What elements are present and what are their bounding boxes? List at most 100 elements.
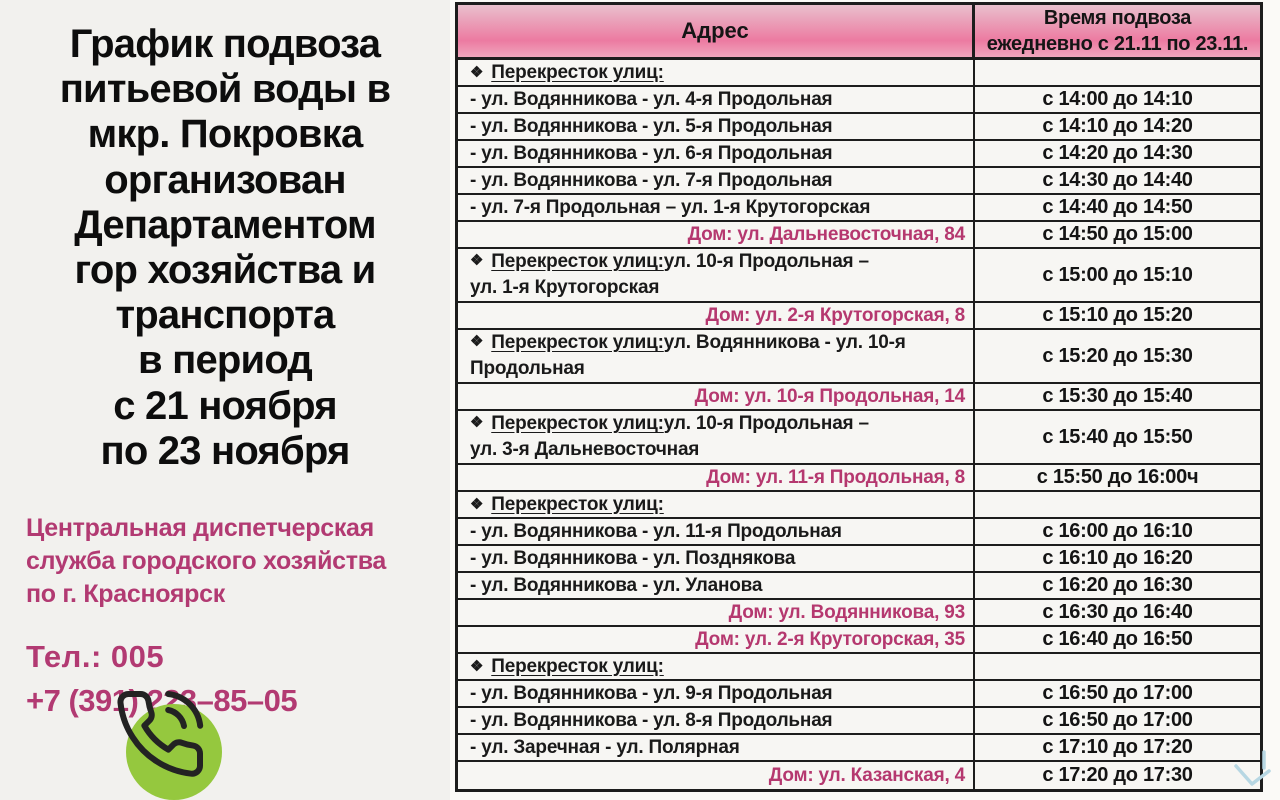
address-cell-street: - ул. Водянникова - ул. 11-я Продольная xyxy=(458,519,975,544)
table-row: Дом: ул. 2-я Крутогорская, 8 с 15:10 до 1… xyxy=(458,303,1260,330)
intersection-label: Перекресток улиц: xyxy=(491,655,664,677)
time-cell: с 14:30 до 14:40 xyxy=(1042,169,1193,191)
diamond-bullet-icon: ❖ xyxy=(470,252,484,270)
address-cell-house: Дом: ул. 2-я Крутогорская, 35 xyxy=(458,627,975,652)
time-cell: с 16:50 до 17:00 xyxy=(1042,709,1193,731)
address-cell-street: - ул. Водянникова - ул. 8-я Продольная xyxy=(458,708,975,733)
time-cell xyxy=(975,654,1260,679)
address-cell-house: Дом: ул. Дальневосточная, 84 xyxy=(458,222,975,247)
intersection-streets: ул. 10-я Продольная – xyxy=(663,251,869,273)
table-row: - ул. Водянникова - ул. 9-я Продольная с … xyxy=(458,681,1260,708)
schedule-table-body: ❖ Перекресток улиц: - ул. Водянникова - ул… xyxy=(458,60,1260,789)
intersection-streets: ул. Водянникова - ул. 10-я xyxy=(663,332,906,354)
address-cell-street: - ул. Заречная - ул. Полярная xyxy=(458,735,975,760)
time-cell: с 14:00 до 14:10 xyxy=(1042,88,1193,110)
address-cell-intersection-header: ❖ Перекресток улиц: xyxy=(458,60,975,85)
table-row: ❖ Перекресток улиц: ул. 10-я Продольная –… xyxy=(458,249,1260,303)
address-cell-street: - ул. Водянникова - ул. 4-я Продольная xyxy=(458,87,975,112)
diamond-bullet-icon: ❖ xyxy=(470,657,484,675)
address-cell-house: Дом: ул. 11-я Продольная, 8 xyxy=(458,465,975,490)
table-row: - ул. Водянникова - ул. 8-я Продольная с … xyxy=(458,708,1260,735)
phone-call-icon xyxy=(117,691,204,777)
intersection-label: Перекресток улиц: xyxy=(491,332,664,354)
table-row: ❖ Перекресток улиц: xyxy=(458,60,1260,87)
time-cell xyxy=(975,60,1260,85)
time-cell: с 14:50 до 15:00 xyxy=(1042,223,1193,245)
time-cell: с 14:10 до 14:20 xyxy=(1042,115,1193,137)
table-row: - ул. Водянникова - ул. 4-я Продольная с … xyxy=(458,87,1260,114)
intersection-streets-line2: ул. 3-я Дальневосточная xyxy=(470,439,700,460)
table-row: ❖ Перекресток улиц: xyxy=(458,492,1260,519)
address-cell-house: Дом: ул. Казанская, 4 xyxy=(458,762,975,789)
address-cell-intersection-header: ❖ Перекресток улиц: xyxy=(458,654,975,679)
diamond-bullet-icon: ❖ xyxy=(470,495,484,513)
table-row: Дом: ул. 2-я Крутогорская, 35 с 16:40 до … xyxy=(458,627,1260,654)
diamond-bullet-icon: ❖ xyxy=(470,414,484,432)
table-row: - ул. Водянникова - ул. 11-я Продольная с… xyxy=(458,519,1260,546)
table-row: - ул. Водянникова - ул. 5-я Продольная с … xyxy=(458,114,1260,141)
address-cell-street: - ул. 7-я Продольная – ул. 1-я Крутогорс… xyxy=(458,195,975,220)
table-row: Дом: ул. Водянникова, 93 с 16:30 до 16:40 xyxy=(458,600,1260,627)
diamond-bullet-icon: ❖ xyxy=(470,63,484,81)
time-cell: с 15:00 до 15:10 xyxy=(1042,263,1193,286)
time-cell: с 14:40 до 14:50 xyxy=(1042,196,1193,218)
address-cell-house: Дом: ул. 2-я Крутогорская, 8 xyxy=(458,303,975,328)
intersection-streets-line2: ул. 1-я Крутогорская xyxy=(470,277,660,298)
chevron-down-arrow-icon xyxy=(1234,750,1271,786)
time-cell: с 15:30 до 15:40 xyxy=(1042,385,1193,407)
table-row: Дом: ул. 11-я Продольная, 8 с 15:50 до 16… xyxy=(458,465,1260,492)
dispatch-service-text: Центральная диспетчерская служба городск… xyxy=(26,513,387,608)
intersection-label: Перекресток улиц: xyxy=(491,493,664,515)
address-cell-intersection-header: ❖ Перекресток улиц: xyxy=(458,492,975,517)
table-row: ❖ Перекресток улиц: xyxy=(458,654,1260,681)
time-cell: с 15:20 до 15:30 xyxy=(1042,344,1193,367)
time-cell: с 17:20 до 17:30 xyxy=(1042,764,1193,786)
table-row: - ул. Заречная - ул. Полярная с 17:10 до … xyxy=(458,735,1260,762)
address-cell-street: - ул. Водянникова - ул. Уланова xyxy=(458,573,975,598)
table-header-row: Адрес Время подвоза ежедневно с 21.11 по… xyxy=(458,5,1260,60)
address-cell-street: - ул. Водянникова - ул. 7-я Продольная xyxy=(458,168,975,193)
table-header-time: Время подвоза ежедневно с 21.11 по 23.11… xyxy=(986,7,1249,55)
intersection-label: Перекресток улиц: xyxy=(491,61,664,83)
diamond-bullet-icon: ❖ xyxy=(470,333,484,351)
time-cell: с 16:30 до 16:40 xyxy=(1042,601,1193,623)
address-cell-house: Дом: ул. Водянникова, 93 xyxy=(458,600,975,625)
address-cell-intersection-header: ❖ Перекресток улиц: ул. 10-я Продольная –… xyxy=(458,249,975,301)
left-info-panel: График подвоза питьевой воды в мкр. Покр… xyxy=(0,0,450,800)
time-cell: с 16:50 до 17:00 xyxy=(1042,682,1193,704)
time-cell: с 16:20 до 16:30 xyxy=(1042,574,1193,596)
address-cell-street: - ул. Водянникова - ул. Позднякова xyxy=(458,546,975,571)
address-cell-street: - ул. Водянникова - ул. 9-я Продольная xyxy=(458,681,975,706)
poster-title: График подвоза питьевой воды в мкр. Покр… xyxy=(59,22,391,473)
address-cell-intersection-header: ❖ Перекресток улиц: ул. Водянникова - ул.… xyxy=(458,330,975,382)
phone-short-number: Тел.: 005 xyxy=(26,638,165,674)
time-cell: с 17:10 до 17:20 xyxy=(1042,736,1193,758)
schedule-table: Адрес Время подвоза ежедневно с 21.11 по… xyxy=(455,2,1263,792)
table-row: - ул. 7-я Продольная – ул. 1-я Крутогорс… xyxy=(458,195,1260,222)
address-cell-house: Дом: ул. 10-я Продольная, 14 xyxy=(458,384,975,409)
address-cell-street: - ул. Водянникова - ул. 5-я Продольная xyxy=(458,114,975,139)
table-row: - ул. Водянникова - ул. 6-я Продольная с … xyxy=(458,141,1260,168)
intersection-label: Перекресток улиц: xyxy=(491,413,664,435)
time-cell: с 16:10 до 16:20 xyxy=(1042,547,1193,569)
time-cell: с 14:20 до 14:30 xyxy=(1042,142,1193,164)
intersection-label: Перекресток улиц: xyxy=(491,251,664,273)
time-cell: с 16:00 до 16:10 xyxy=(1042,520,1193,542)
table-row: ❖ Перекресток улиц: ул. Водянникова - ул.… xyxy=(458,330,1260,384)
table-row: - ул. Водянникова - ул. Позднякова с 16:1… xyxy=(458,546,1260,573)
table-header-address: Адрес xyxy=(458,5,975,57)
table-row: - ул. Водянникова - ул. 7-я Продольная с … xyxy=(458,168,1260,195)
time-cell: с 15:50 до 16:00ч xyxy=(1036,466,1199,488)
time-cell: с 15:40 до 15:50 xyxy=(1042,425,1193,448)
table-row: Дом: ул. Дальневосточная, 84 с 14:50 до 1… xyxy=(458,222,1260,249)
time-cell xyxy=(975,492,1260,517)
table-row: Дом: ул. Казанская, 4 с 17:20 до 17:30 xyxy=(458,762,1260,789)
intersection-streets-line2: Продольная xyxy=(470,358,585,379)
intersection-streets: ул. 10-я Продольная – xyxy=(663,413,869,435)
phone-full-number: +7 (391) 223–85–05 xyxy=(26,682,298,718)
address-cell-street: - ул. Водянникова - ул. 6-я Продольная xyxy=(458,141,975,166)
table-row: ❖ Перекресток улиц: ул. 10-я Продольная –… xyxy=(458,411,1260,465)
time-cell: с 16:40 до 16:50 xyxy=(1042,628,1193,650)
address-cell-intersection-header: ❖ Перекресток улиц: ул. 10-я Продольная –… xyxy=(458,411,975,463)
table-row: Дом: ул. 10-я Продольная, 14 с 15:30 до 1… xyxy=(458,384,1260,411)
